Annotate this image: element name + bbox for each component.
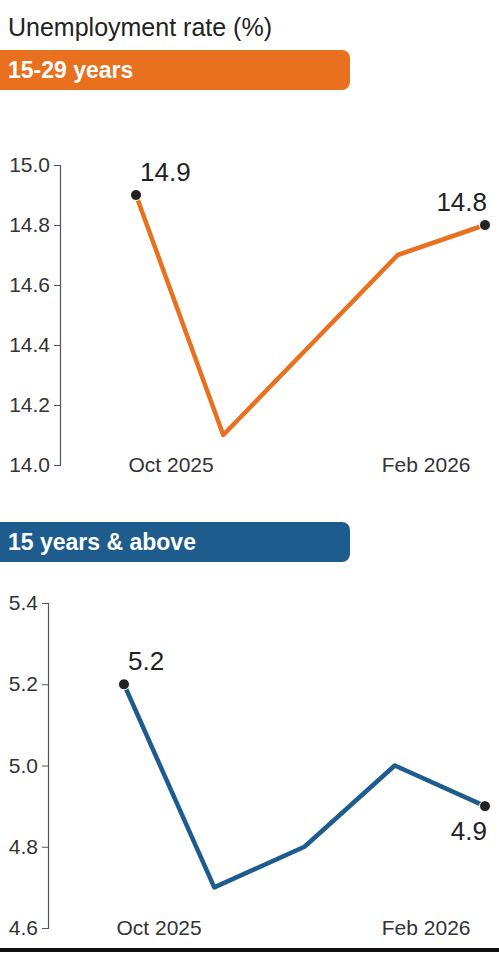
plot-marks [131, 190, 491, 436]
data-label: 4.9 [451, 816, 487, 846]
y-tick-label: 5.0 [9, 754, 38, 777]
y-axis: 14.0 14.2 14.4 14.6 14.8 15.0 [9, 153, 60, 476]
x-tick: Feb 2026 [382, 453, 486, 476]
banner-background [0, 522, 350, 562]
y-tick: 5.2 [9, 672, 48, 695]
y-tick: 14.0 [9, 453, 60, 476]
y-tick-mark [54, 345, 60, 346]
y-tick-label: 5.4 [9, 591, 39, 614]
y-tick-label: 15.0 [9, 153, 50, 176]
y-axis-line [54, 166, 61, 466]
line [136, 195, 485, 435]
y-tick-mark [54, 165, 60, 166]
data-label: 5.2 [128, 646, 164, 676]
x-tick: Feb 2026 [382, 916, 486, 939]
y-tick: 14.8 [9, 213, 60, 236]
y-tick: 14.4 [9, 333, 60, 356]
panel: 15-29 years 14.0 14.2 14.4 14.6 14.8 15.0 Oct 2… [0, 50, 491, 476]
y-tick: 5.4 [9, 591, 48, 614]
chart-svg: Unemployment rate (%) 15-29 years 14.0 14.2… [0, 0, 499, 955]
y-tick-label: 14.6 [9, 273, 50, 296]
y-tick-mark [42, 603, 48, 604]
panel-banner: 15-29 years [0, 50, 350, 90]
y-tick-label: 5.2 [9, 672, 38, 695]
y-tick-mark [42, 684, 48, 685]
y-axis-line [42, 604, 49, 929]
y-tick: 14.2 [9, 393, 60, 416]
y-tick-mark [54, 405, 60, 406]
point [480, 801, 491, 812]
x-axis: Oct 2025 Feb 2026 [117, 916, 486, 939]
y-tick-mark [54, 225, 60, 226]
y-tick: 14.6 [9, 273, 60, 296]
y-tick-mark [42, 928, 48, 929]
line [124, 684, 485, 887]
panel-banner: 15 years & above [0, 522, 350, 562]
y-tick-label: 14.8 [9, 213, 50, 236]
y-tick: 4.8 [9, 835, 48, 858]
data-label: 14.9 [140, 157, 191, 187]
y-tick-mark [54, 465, 60, 466]
x-tick-label: Feb 2026 [382, 453, 471, 476]
y-tick-mark [42, 847, 48, 848]
y-tick-label: 14.0 [9, 453, 50, 476]
point [480, 220, 491, 231]
bottom-rule [0, 948, 499, 952]
y-tick-label: 14.4 [9, 333, 50, 356]
y-tick-label: 4.6 [9, 916, 38, 939]
main-title: Unemployment rate (%) [8, 13, 272, 41]
y-tick: 5.0 [9, 754, 48, 777]
point [131, 190, 142, 201]
y-tick: 4.6 [9, 916, 48, 939]
data-labels: 5.2 4.9 [128, 646, 487, 846]
chart-container: Unemployment rate (%) 15-29 years 14.0 14.2… [0, 0, 499, 955]
panel-title: 15-29 years [8, 57, 133, 83]
y-axis: 4.6 4.8 5.0 5.2 5.4 [9, 591, 49, 939]
banner-background [0, 50, 350, 90]
data-labels: 14.9 14.8 [140, 157, 487, 217]
x-tick-label: Oct 2025 [129, 453, 214, 476]
background [0, 0, 499, 955]
x-tick-label: Feb 2026 [382, 916, 471, 939]
x-axis: Oct 2025 Feb 2026 [129, 453, 486, 476]
y-tick-mark [54, 285, 60, 286]
y-tick: 15.0 [9, 153, 60, 176]
panel-title: 15 years & above [8, 529, 196, 555]
y-tick-mark [42, 766, 48, 767]
y-tick-label: 4.8 [9, 835, 38, 858]
x-tick-label: Oct 2025 [117, 916, 202, 939]
x-tick: Oct 2025 [129, 453, 214, 476]
data-label: 14.8 [436, 187, 487, 217]
y-tick-label: 14.2 [9, 393, 50, 416]
plot-marks [119, 679, 491, 888]
x-tick: Oct 2025 [117, 916, 202, 939]
panel: 15 years & above 4.6 4.8 5.0 5.2 5.4 Oct 2025 F… [0, 522, 491, 939]
point [119, 679, 130, 690]
